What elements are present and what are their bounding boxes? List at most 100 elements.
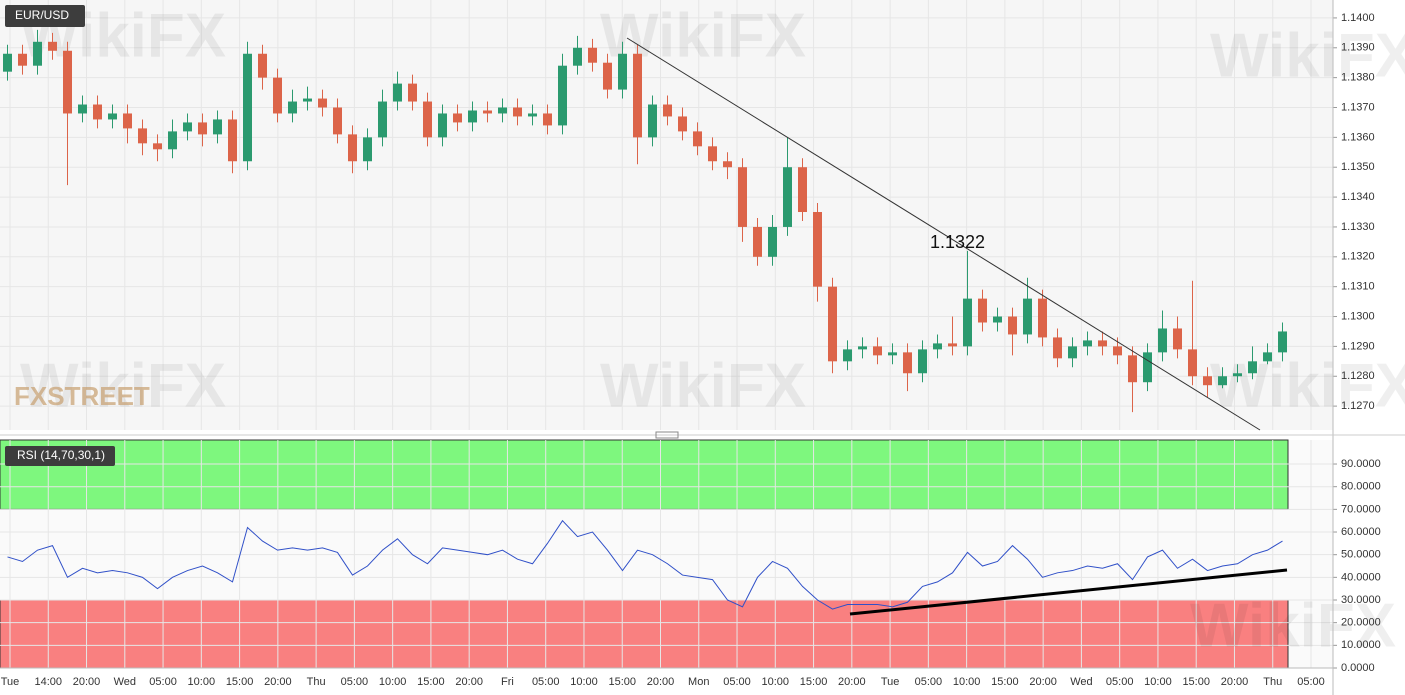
y-tick-label: 1.1350 xyxy=(1341,161,1375,173)
candle-body xyxy=(723,161,732,168)
candle-body xyxy=(1023,298,1032,335)
x-tick-label: 10:00 xyxy=(1144,676,1172,688)
candle-body xyxy=(903,352,912,374)
overbought-zone xyxy=(0,439,1289,510)
candle-body xyxy=(363,137,372,162)
divider-handle[interactable] xyxy=(655,431,679,439)
y-tick-label: 0.0000 xyxy=(1341,662,1375,674)
candle-body xyxy=(768,226,777,257)
y-tick-label: 1.1340 xyxy=(1341,191,1375,203)
candle-body xyxy=(213,119,222,135)
x-tick-label: 05:00 xyxy=(532,676,560,688)
x-tick-label: 20:00 xyxy=(838,676,866,688)
rsi-line xyxy=(7,519,1283,610)
y-tick-label: 80.0000 xyxy=(1341,481,1381,493)
candle-body xyxy=(63,50,72,114)
symbol-badge[interactable] xyxy=(5,5,85,27)
candle-body xyxy=(288,101,297,114)
x-tick-label: 05:00 xyxy=(149,676,177,688)
symbol-label: EUR/USD xyxy=(15,8,69,22)
candle-body xyxy=(138,128,147,144)
y-tick-label: 1.1360 xyxy=(1341,131,1375,143)
x-tick-label: 20:00 xyxy=(647,676,675,688)
candle-body xyxy=(408,83,417,102)
x-tick-label: 20:00 xyxy=(73,676,101,688)
x-tick-label: Tue xyxy=(881,676,900,688)
candle-body xyxy=(453,113,462,123)
candle-body xyxy=(498,107,507,114)
candle-body xyxy=(1038,298,1047,338)
candle-body xyxy=(738,167,747,227)
y-tick-label: 50.0000 xyxy=(1341,549,1381,561)
watermark: WikiFX xyxy=(600,351,806,420)
candle-body xyxy=(753,226,762,257)
candle-body xyxy=(888,352,897,356)
watermark: WikiFX xyxy=(600,1,806,70)
candle-body xyxy=(93,104,102,120)
y-tick-label: 1.1280 xyxy=(1341,370,1375,382)
candle-body xyxy=(1083,340,1092,347)
candle-body xyxy=(423,101,432,138)
candle-body xyxy=(393,83,402,102)
candle-body xyxy=(333,107,342,135)
y-tick-label: 1.1270 xyxy=(1341,400,1375,412)
candle-body xyxy=(978,298,987,323)
x-tick-label: 15:00 xyxy=(800,676,828,688)
y-tick-label: 10.0000 xyxy=(1341,639,1381,651)
x-tick-label: 05:00 xyxy=(341,676,369,688)
candle-body xyxy=(1053,337,1062,359)
candle-body xyxy=(963,298,972,347)
y-tick-label: 1.1290 xyxy=(1341,340,1375,352)
candle-body xyxy=(933,343,942,350)
candle-body xyxy=(18,53,27,66)
candle-body xyxy=(1158,328,1167,353)
y-tick-label: 60.0000 xyxy=(1341,526,1381,538)
x-tick-label: 05:00 xyxy=(915,676,943,688)
y-tick-label: 1.1310 xyxy=(1341,281,1375,293)
candle-body xyxy=(183,122,192,132)
candle-body xyxy=(1263,352,1272,362)
candle-body xyxy=(918,349,927,374)
x-tick-label: Tue xyxy=(1,676,20,688)
trend-line xyxy=(626,37,1261,431)
x-tick-label: 15:00 xyxy=(1182,676,1210,688)
candle-body xyxy=(33,41,42,66)
x-tick-label: 20:00 xyxy=(1029,676,1057,688)
candle-body xyxy=(828,286,837,362)
candle-body xyxy=(813,212,822,287)
x-tick-label: 15:00 xyxy=(226,676,254,688)
logo: FXSTREET xyxy=(14,381,150,411)
x-tick-label: Fri xyxy=(501,676,514,688)
x-tick-label: 10:00 xyxy=(953,676,981,688)
candle-body xyxy=(378,101,387,138)
candle-body xyxy=(558,65,567,126)
candle-body xyxy=(1008,316,1017,335)
candle-body xyxy=(108,113,117,120)
x-tick-label: Wed xyxy=(114,676,136,688)
candle-body xyxy=(1173,328,1182,350)
candle-body xyxy=(1068,346,1077,359)
indicator-label: RSI (14,70,30,1) xyxy=(17,448,105,462)
candle-body xyxy=(678,116,687,132)
candle-body xyxy=(168,131,177,150)
x-tick-label: 15:00 xyxy=(991,676,1019,688)
y-tick-label: 40.0000 xyxy=(1341,571,1381,583)
candle-body xyxy=(798,167,807,213)
candle-body xyxy=(873,346,882,356)
candle-body xyxy=(1143,352,1152,383)
candle-body xyxy=(483,110,492,114)
candle-body xyxy=(948,343,957,347)
candle-body xyxy=(1218,376,1227,386)
y-tick-label: 1.1390 xyxy=(1341,42,1375,54)
x-tick-label: 05:00 xyxy=(723,676,751,688)
candle-body xyxy=(783,167,792,227)
x-tick-label: 10:00 xyxy=(570,676,598,688)
candle-body xyxy=(273,77,282,114)
indicator-badge[interactable] xyxy=(5,446,115,466)
candle-body xyxy=(228,119,237,162)
candle-body xyxy=(348,134,357,162)
watermark: WikiFX xyxy=(1210,351,1405,420)
candle-body xyxy=(123,113,132,129)
candle-body xyxy=(303,98,312,102)
